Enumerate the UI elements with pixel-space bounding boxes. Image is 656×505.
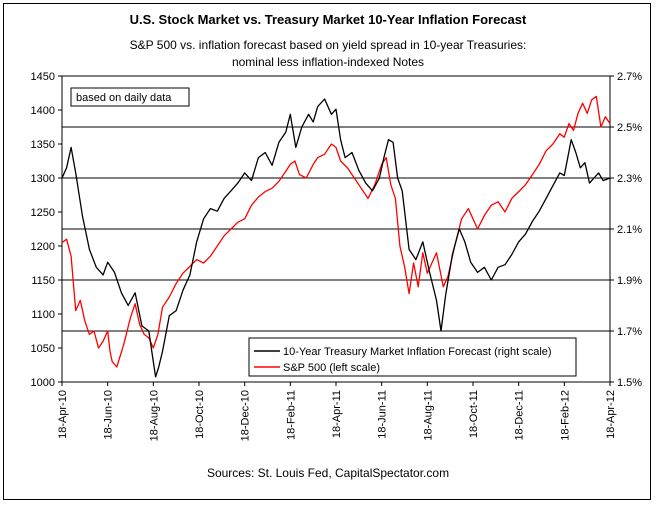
right-tick-label: 2.1% [617,224,642,236]
chart-subtitle-line2: nominal less inflation-indexed Notes [231,55,425,69]
chart-subtitle-line1: S&P 500 vs. inflation forecast based on … [129,38,527,52]
left-tick-label: 1150 [31,275,55,287]
x-tick-label: 18-Aug-11 [422,390,434,441]
x-tick-label: 18-Apr-11 [331,390,343,438]
x-tick-label: 18-Feb-12 [559,390,571,441]
x-tick-label: 18-Jun-10 [103,390,115,440]
series-group [61,95,611,378]
right-tick-label: 2.5% [617,122,642,134]
left-tick-label: 1400 [31,105,55,117]
chart-title: U.S. Stock Market vs. Treasury Market 10… [129,12,527,27]
left-tick-label: 1000 [31,377,55,389]
right-tick-label: 2.7% [617,71,642,83]
left-tick-label: 1350 [31,139,55,151]
right-tick-label: 1.7% [617,326,642,338]
x-tick-label: 18-Apr-12 [605,390,617,439]
right-axis: 1.5% 1.7% 1.9% 2.1% 2.3% 2.5% 2.7% [610,71,642,389]
x-tick-label: 18-Dec-10 [240,390,252,441]
right-tick-label: 2.3% [617,173,642,185]
right-tick-label: 1.9% [617,275,642,287]
left-tick-label: 1300 [31,173,55,185]
chart-frame [3,3,651,500]
left-axis: 1000 1050 1100 1150 1200 1250 1300 1350 1400 1450 [31,71,62,389]
note-text: based on daily data [76,92,172,104]
left-tick-label: 1450 [31,71,55,83]
x-tick-label: 18-Oct-11 [468,390,480,438]
legend-label-sp500: S&P 500 (left scale) [283,362,380,374]
series-line-sp500 [61,95,611,368]
legend-label-inflation: 10-Year Treasury Market Inflation Foreca… [283,346,552,358]
series-line-inflation [61,98,611,378]
left-tick-label: 1250 [31,207,55,219]
legend-box [248,337,577,377]
x-tick-label: 18-Oct-10 [194,390,206,439]
x-tick-label: 18-Aug-10 [148,390,160,441]
x-tick-label: 18-Jun-11 [377,390,389,439]
source-note: Sources: St. Louis Fed, CapitalSpectator… [206,466,450,480]
x-tick-label: 18-Feb-11 [285,390,297,440]
left-tick-label: 1100 [31,309,55,321]
legend: 10-Year Treasury Market Inflation Foreca… [248,337,577,377]
x-tick-label: 18-Apr-10 [57,390,69,439]
x-tick-label: 18-Dec-11 [514,390,526,441]
left-tick-label: 1200 [31,241,55,253]
grid-lines [62,126,610,332]
right-tick-label: 1.5% [617,377,642,389]
x-axis: 18-Apr-10 18-Jun-10 18-Aug-10 18-Oct-10 18-D… [57,382,617,441]
left-tick-label: 1050 [31,343,55,355]
note-box [70,87,190,107]
